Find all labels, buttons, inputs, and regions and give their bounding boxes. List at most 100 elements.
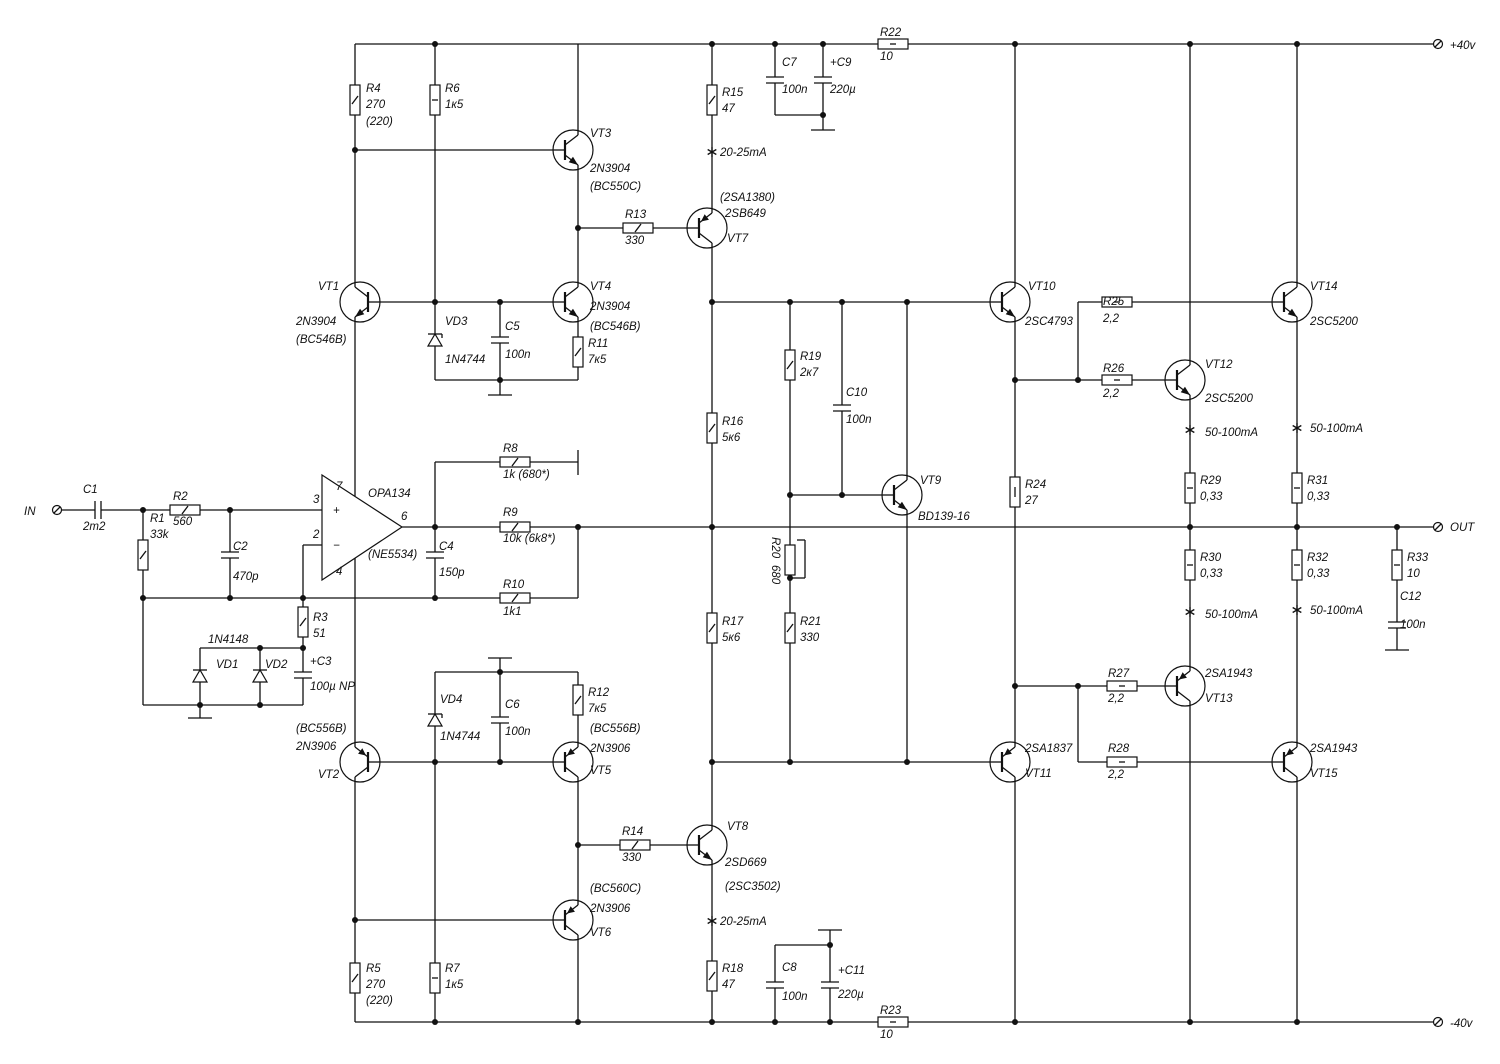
junction-dot xyxy=(575,225,581,231)
emitter-arrow xyxy=(700,214,709,222)
upper-lead xyxy=(354,286,369,298)
capacitor-gap xyxy=(820,982,840,988)
measure-point-marker xyxy=(707,916,717,926)
junction-dot xyxy=(1394,524,1400,530)
r22-value-label: 10 xyxy=(880,51,893,63)
junction-dot xyxy=(575,842,581,848)
r12-ref-label: R12 xyxy=(588,687,610,699)
resistor-mark xyxy=(786,623,794,633)
transistor-vt15 xyxy=(1271,741,1313,783)
emitter-arrow xyxy=(566,906,575,914)
resistor-r6 xyxy=(429,84,441,116)
asterisk-stroke xyxy=(1185,608,1195,616)
r25-ref-label: R25 xyxy=(1103,296,1125,308)
junction-dot xyxy=(827,1019,833,1025)
vt3-value-label: 2N3904 xyxy=(589,163,630,175)
diode-triangle xyxy=(426,712,444,727)
junction-dot xyxy=(432,1019,438,1025)
r3-ref-label: R3 xyxy=(313,612,328,624)
r24-ref-label: R24 xyxy=(1025,479,1046,491)
capacitor-c10 xyxy=(832,404,852,412)
r27-value-label: 2,2 xyxy=(1107,693,1125,705)
r15-ref-label: R15 xyxy=(722,87,744,99)
c2-value-label: 470p xyxy=(233,571,259,583)
transistor-vt1 xyxy=(339,281,381,323)
resistor-r17 xyxy=(706,612,718,644)
c10-ref-label: C10 xyxy=(846,387,868,399)
vpos-terminal xyxy=(1432,38,1444,50)
emitter-arrow xyxy=(1180,386,1190,395)
resistor-r16 xyxy=(706,412,718,444)
capacitor-gap xyxy=(490,717,510,723)
diode-vd4 xyxy=(426,712,444,727)
r8-ref-label: R8 xyxy=(503,443,518,455)
upper-lead xyxy=(1001,286,1016,298)
junction-dot xyxy=(1187,41,1193,47)
lower-lead xyxy=(698,232,713,244)
c11-ref-label: +C11 xyxy=(838,965,865,977)
resistor-r2 xyxy=(169,504,201,516)
emitter-arrow xyxy=(355,308,365,317)
resistor-r18 xyxy=(706,960,718,992)
c10-value-label: 100n xyxy=(846,414,872,426)
junction-dot xyxy=(787,759,793,765)
diode-vd3 xyxy=(426,332,444,347)
terminal-slash xyxy=(1434,1018,1442,1026)
r2-value-label: 560 xyxy=(173,516,193,528)
junction-dot xyxy=(432,595,438,601)
capacitor-c6 xyxy=(490,716,510,724)
r22-ref-label: R22 xyxy=(880,27,902,39)
wires xyxy=(62,41,1435,1025)
r19-ref-label: R19 xyxy=(800,351,822,363)
transistor-vt3 xyxy=(552,129,594,171)
r12-value-label: 7к5 xyxy=(588,703,607,715)
lower-lead xyxy=(354,766,369,778)
diode_pair_type-label: 1N4148 xyxy=(208,634,249,646)
r15-value-label: 47 xyxy=(722,103,735,115)
emitter-arrow xyxy=(1003,748,1012,756)
vt2-alt-label: (BC556B) xyxy=(296,723,347,735)
junction-dot xyxy=(820,112,826,118)
upper-lead xyxy=(698,829,713,841)
asterisk-stroke xyxy=(1292,424,1302,432)
c7-ref-label: C7 xyxy=(782,57,797,69)
resistor-r1 xyxy=(137,539,149,571)
emitter-arrow xyxy=(568,156,578,165)
r16-value-label: 5к6 xyxy=(722,432,741,444)
r4-ref-label: R4 xyxy=(366,83,381,95)
r16-ref-label: R16 xyxy=(722,416,744,428)
junction-dot xyxy=(300,645,306,651)
capacitor-gap xyxy=(425,552,445,558)
opamp-pins-p6-label: 6 xyxy=(401,511,408,523)
r11-ref-label: R11 xyxy=(588,338,608,350)
junction-dot xyxy=(140,595,146,601)
vt12-value-label: 2SC5200 xyxy=(1204,393,1254,405)
upper-lead xyxy=(893,479,908,491)
resistor-r12 xyxy=(572,684,584,716)
r20-ref-label: R20 xyxy=(769,537,781,559)
r31-value-label: 0,33 xyxy=(1307,491,1330,503)
resistor-r4 xyxy=(349,84,361,116)
vt11-value-label: 2SA1837 xyxy=(1024,743,1073,755)
junction-dot xyxy=(787,492,793,498)
opamp-triangle xyxy=(321,473,404,582)
junction-dot xyxy=(432,524,438,530)
resistor-r24 xyxy=(1009,476,1021,508)
capacitor-c4 xyxy=(425,551,445,559)
resistor-r32 xyxy=(1291,549,1303,581)
vt1-value-label: 2N3904 xyxy=(295,316,336,328)
resistor-r14 xyxy=(619,839,651,851)
lower-lead xyxy=(1283,766,1298,778)
junction-dot xyxy=(1187,1019,1193,1025)
vt13-value-label: 2SA1943 xyxy=(1204,668,1253,680)
capacitor-gap xyxy=(490,337,510,343)
r19-value-label: 2к7 xyxy=(799,367,819,379)
junction-dot xyxy=(709,1019,715,1025)
junction-dot xyxy=(300,595,306,601)
r10-value-label: 1k1 xyxy=(503,606,522,618)
diode-vd2 xyxy=(251,668,269,683)
terminals-vneg-label: -40v xyxy=(1450,1018,1474,1030)
currents-output-label: 50-100mA xyxy=(1310,605,1363,617)
r29-value-label: 0,33 xyxy=(1200,491,1223,503)
